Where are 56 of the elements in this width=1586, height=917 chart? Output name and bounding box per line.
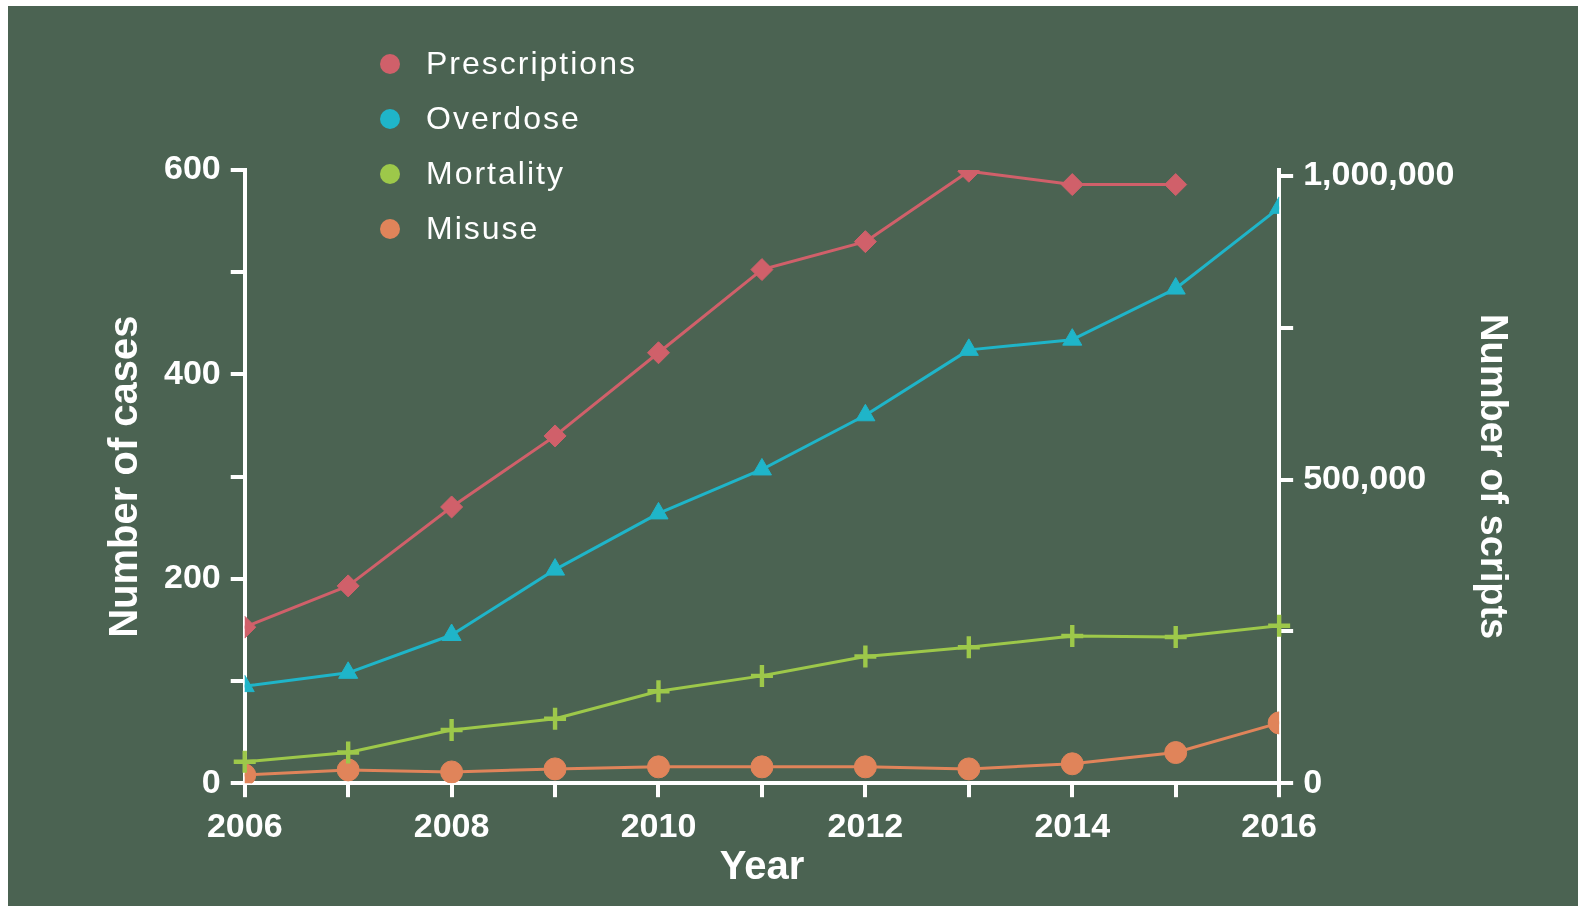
point — [750, 755, 774, 779]
point — [646, 341, 670, 365]
legend-label: Mortality — [426, 155, 565, 192]
point — [958, 338, 979, 356]
point — [1060, 173, 1084, 197]
x-tick-label: 2010 — [620, 805, 697, 844]
point — [854, 645, 877, 668]
x-tick-label: 2012 — [827, 805, 904, 844]
point — [957, 757, 981, 781]
point — [1061, 625, 1084, 648]
legend-label: Overdose — [426, 100, 581, 137]
y2-tick-label: 500,000 — [1303, 458, 1427, 497]
x-tick-label: 2014 — [1034, 805, 1111, 844]
point — [545, 558, 566, 576]
x-axis-title: Year — [719, 843, 805, 888]
point — [1062, 328, 1083, 346]
y-tick-label: 0 — [201, 761, 221, 800]
y-tick-label: 600 — [163, 148, 221, 187]
point — [337, 741, 360, 764]
point — [1164, 626, 1187, 649]
point — [647, 680, 670, 703]
point — [1164, 173, 1188, 197]
point — [543, 757, 567, 781]
y2-tick-label: 1,000,000 — [1303, 154, 1455, 193]
y2-tick-label: 0 — [1303, 761, 1323, 800]
y2-axis-title: Number of scripts — [1472, 314, 1515, 640]
point — [1165, 277, 1186, 295]
point — [544, 707, 567, 730]
point — [336, 574, 360, 598]
x-tick-label: 2008 — [413, 805, 490, 844]
point — [440, 719, 463, 742]
point — [750, 664, 773, 687]
y-tick-label: 400 — [163, 352, 221, 391]
point — [543, 424, 567, 448]
legend-label: Misuse — [426, 210, 540, 247]
x-tick-label: 2016 — [1241, 805, 1317, 844]
point — [1268, 614, 1291, 637]
point — [336, 758, 360, 782]
point — [957, 636, 980, 659]
point — [646, 755, 670, 779]
point — [855, 403, 876, 422]
point — [750, 258, 774, 282]
x-tick-label: 2006 — [206, 805, 283, 844]
point — [648, 501, 669, 520]
point — [1060, 752, 1084, 776]
y-tick-label: 200 — [163, 557, 221, 596]
point — [440, 760, 464, 784]
point — [440, 495, 464, 519]
y-axis-title: Number of cases — [101, 315, 146, 638]
point — [1164, 741, 1188, 765]
point — [441, 623, 462, 642]
point — [853, 755, 877, 779]
point — [233, 750, 256, 773]
point — [853, 230, 877, 254]
point — [751, 457, 772, 476]
legend-label: Prescriptions — [426, 45, 637, 82]
